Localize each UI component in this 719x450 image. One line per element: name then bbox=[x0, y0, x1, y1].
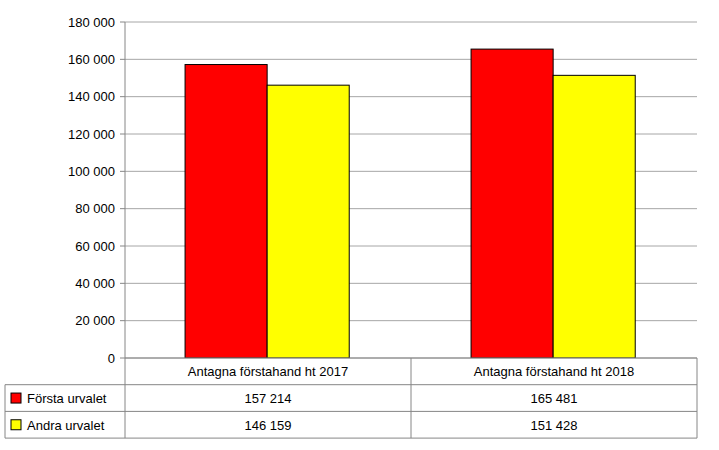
tick-mark bbox=[120, 283, 125, 284]
data-table: Antagna förstahand ht 2017 Antagna första… bbox=[5, 358, 697, 438]
grid-line bbox=[125, 59, 697, 60]
tick-mark bbox=[120, 59, 125, 60]
table-line bbox=[5, 411, 697, 412]
category-label: Antagna förstahand ht 2018 bbox=[474, 364, 634, 379]
table-value: 146 159 bbox=[245, 418, 292, 433]
legend-swatch bbox=[11, 420, 21, 430]
table-line bbox=[5, 384, 697, 385]
grid-line bbox=[125, 22, 697, 23]
tick-mark bbox=[120, 22, 125, 23]
tick-mark bbox=[120, 358, 125, 359]
tick-label: 0 bbox=[108, 351, 115, 366]
tick-mark bbox=[120, 208, 125, 209]
bar bbox=[471, 49, 553, 358]
table-line bbox=[5, 438, 697, 439]
chart: 0 20 000 40 000 60 000 80 000 100 000 120 000 1… bbox=[0, 0, 719, 450]
table-line bbox=[411, 358, 412, 438]
bar bbox=[267, 85, 349, 358]
tick-label: 100 000 bbox=[68, 164, 115, 179]
tick-mark bbox=[120, 134, 125, 135]
tick-mark bbox=[120, 171, 125, 172]
category-label: Antagna förstahand ht 2017 bbox=[188, 364, 348, 379]
tick-mark bbox=[120, 246, 125, 247]
tick-label: 140 000 bbox=[68, 89, 115, 104]
table-line bbox=[125, 358, 126, 438]
tick-label: 20 000 bbox=[75, 313, 115, 328]
grid bbox=[120, 22, 697, 358]
tick-label: 120 000 bbox=[68, 127, 115, 142]
table-line bbox=[697, 358, 698, 438]
table-value: 151 428 bbox=[531, 418, 578, 433]
legend-swatch bbox=[11, 393, 21, 403]
y-axis bbox=[125, 22, 126, 358]
tick-label: 80 000 bbox=[75, 201, 115, 216]
legend-label: Första urvalet bbox=[27, 391, 107, 406]
bars bbox=[185, 49, 635, 358]
tick-label: 60 000 bbox=[75, 239, 115, 254]
tick-mark bbox=[120, 96, 125, 97]
tick-label: 180 000 bbox=[68, 15, 115, 30]
bar bbox=[185, 65, 267, 358]
legend-label: Andra urvalet bbox=[27, 418, 105, 433]
tick-mark bbox=[120, 320, 125, 321]
bar bbox=[553, 75, 635, 358]
table-value: 165 481 bbox=[531, 391, 578, 406]
tick-label: 40 000 bbox=[75, 276, 115, 291]
tick-label: 160 000 bbox=[68, 52, 115, 67]
table-value: 157 214 bbox=[245, 391, 292, 406]
